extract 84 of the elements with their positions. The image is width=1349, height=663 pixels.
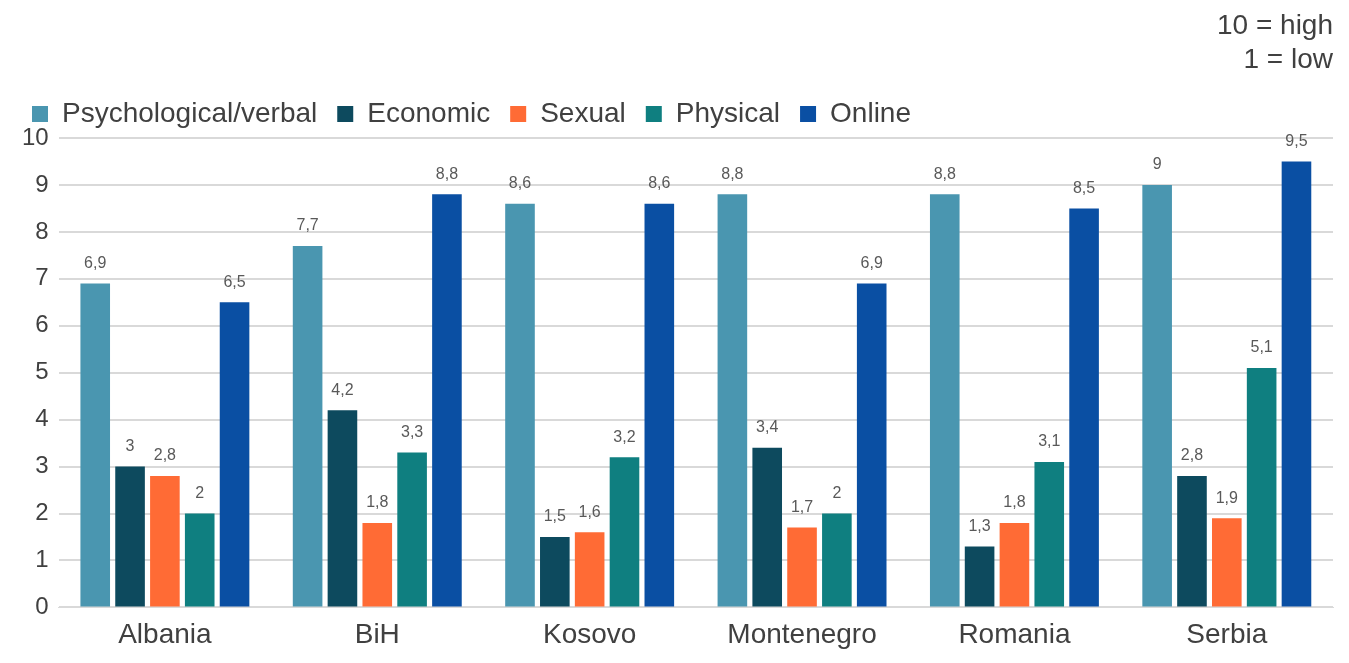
bar <box>1212 518 1242 607</box>
y-tick-label: 5 <box>35 357 49 385</box>
bar <box>644 203 675 607</box>
bar <box>292 245 323 607</box>
data-label: 8,5 <box>1072 178 1096 196</box>
data-label: 2 <box>195 483 205 501</box>
y-tick-label: 9 <box>35 169 49 197</box>
bar <box>1069 208 1099 607</box>
y-tick-label: 7 <box>35 263 49 291</box>
y-tick-label: 2 <box>35 498 49 526</box>
legend-label: Sexual <box>540 96 626 128</box>
x-tick-label: Serbia <box>1186 617 1268 649</box>
bar <box>150 475 180 607</box>
legend-label: Online <box>830 96 911 128</box>
data-label: 1,3 <box>968 516 991 534</box>
y-tick-label: 10 <box>21 122 49 150</box>
data-label: 8,6 <box>648 174 671 192</box>
x-tick-label: Albania <box>118 617 213 649</box>
data-label: 1,6 <box>578 502 601 520</box>
bar <box>609 457 640 607</box>
bar <box>1177 475 1207 607</box>
bar <box>787 527 817 607</box>
data-label: 7,7 <box>296 216 319 234</box>
y-tick-label: 3 <box>35 451 49 479</box>
data-label: 3,2 <box>613 427 636 445</box>
bar <box>362 522 393 607</box>
data-label: 6,9 <box>860 253 883 271</box>
data-label: 8,8 <box>933 164 956 182</box>
y-tick-label: 4 <box>35 404 49 432</box>
bar <box>115 466 145 607</box>
bar <box>999 522 1030 607</box>
bar <box>184 513 215 607</box>
data-label: 2 <box>832 483 842 501</box>
text: 10 = high <box>1217 8 1333 42</box>
bar <box>80 283 111 607</box>
data-label: 1,7 <box>790 498 814 516</box>
data-label: 1,9 <box>1215 488 1239 506</box>
x-tick-label: BiH <box>354 617 400 649</box>
data-label: 8,6 <box>508 174 532 192</box>
data-label: 3 <box>125 436 135 454</box>
x-tick-label: Montenegro <box>727 617 877 649</box>
y-tick-label: 8 <box>35 216 49 244</box>
data-label: 1,8 <box>1003 493 1026 511</box>
data-label: 3,4 <box>756 418 779 436</box>
data-label: 3,3 <box>400 422 424 440</box>
x-tick-label: Romania <box>958 617 1071 649</box>
data-label: 6,9 <box>84 253 107 271</box>
bar <box>717 194 748 607</box>
data-label: 8,8 <box>721 164 744 182</box>
bar <box>505 203 535 607</box>
data-label: 9 <box>1152 155 1162 173</box>
bar <box>822 513 852 607</box>
bar <box>1034 461 1065 607</box>
x-tick-label: Kosovo <box>542 617 637 649</box>
y-tick-label: 1 <box>35 545 49 573</box>
bar <box>397 452 427 607</box>
data-label: 8,8 <box>435 164 459 182</box>
data-label: 4,2 <box>331 380 354 398</box>
data-label: 2,8 <box>1180 446 1204 464</box>
legend-label: Psychological/verbal <box>62 96 318 128</box>
text: 1 = low <box>1242 42 1333 76</box>
data-label: 2,8 <box>153 446 177 464</box>
bar <box>964 546 995 607</box>
y-tick-label: 6 <box>35 310 49 338</box>
bar <box>1142 184 1172 607</box>
bar <box>1281 161 1312 607</box>
bar <box>219 302 250 607</box>
bar <box>432 194 462 607</box>
data-label: 1,8 <box>366 493 389 511</box>
data-label: 5,1 <box>1250 338 1273 356</box>
bar <box>752 447 783 607</box>
data-label: 9,5 <box>1285 131 1308 149</box>
bar <box>574 532 605 607</box>
bar <box>327 410 358 607</box>
bar <box>929 194 960 607</box>
data-label: 1,5 <box>543 507 567 525</box>
bar <box>540 536 570 607</box>
bar <box>1246 368 1277 607</box>
legend-label: Economic <box>367 96 491 128</box>
bar <box>856 283 887 607</box>
y-tick-label: 0 <box>35 592 49 620</box>
legend-label: Physical <box>675 96 781 128</box>
data-label: 3,1 <box>1038 432 1061 450</box>
data-label: 6,5 <box>223 272 246 290</box>
